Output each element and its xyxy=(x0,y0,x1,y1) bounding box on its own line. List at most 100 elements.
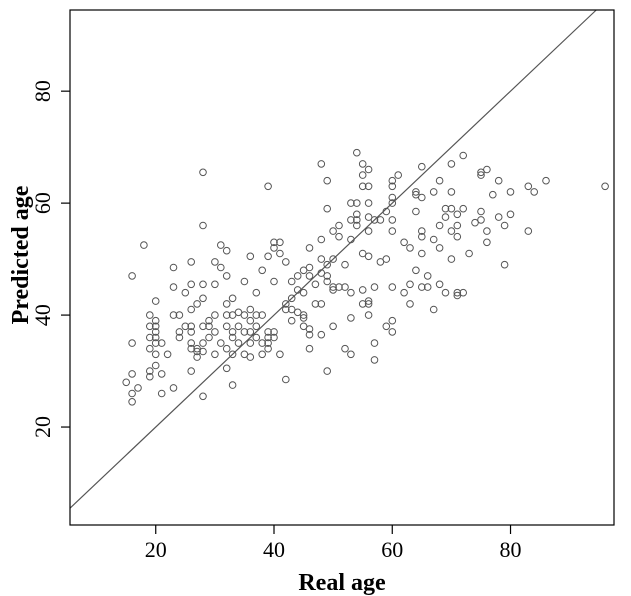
data-point xyxy=(228,350,237,359)
data-point xyxy=(252,322,261,331)
data-point xyxy=(205,316,213,325)
data-point xyxy=(447,227,456,235)
data-point xyxy=(151,333,160,342)
data-point xyxy=(347,235,355,244)
data-point xyxy=(506,210,515,219)
data-point xyxy=(524,182,533,191)
data-point xyxy=(252,311,261,319)
data-point xyxy=(169,311,178,319)
data-point xyxy=(234,322,243,331)
data-point xyxy=(453,288,462,297)
data-point xyxy=(471,218,479,227)
data-point xyxy=(211,350,219,359)
data-point xyxy=(353,148,361,157)
data-point xyxy=(317,330,326,339)
data-point xyxy=(199,221,207,230)
data-point xyxy=(270,328,278,336)
data-point xyxy=(329,286,337,294)
data-point xyxy=(222,246,231,255)
data-point xyxy=(459,151,468,160)
data-point xyxy=(358,286,367,294)
data-point xyxy=(211,280,219,289)
data-point xyxy=(287,294,296,303)
data-point xyxy=(187,367,195,375)
data-point xyxy=(264,328,272,336)
data-point xyxy=(370,356,379,364)
data-point xyxy=(364,227,373,235)
data-point xyxy=(240,277,249,286)
data-point xyxy=(187,322,195,331)
data-point xyxy=(353,216,361,224)
data-point xyxy=(122,378,130,387)
data-point xyxy=(364,182,373,191)
data-point xyxy=(323,272,332,280)
data-point xyxy=(187,305,195,314)
data-point xyxy=(151,322,160,331)
data-point xyxy=(477,168,485,177)
data-point xyxy=(146,344,154,353)
data-point xyxy=(151,316,160,325)
data-point xyxy=(364,199,373,207)
data-point xyxy=(317,255,326,263)
data-point xyxy=(500,221,509,230)
data-point xyxy=(412,207,420,216)
data-point xyxy=(222,364,231,373)
data-point xyxy=(205,322,213,331)
data-point xyxy=(483,238,491,247)
data-point xyxy=(293,272,302,280)
data-point xyxy=(364,165,373,174)
data-point xyxy=(293,308,302,317)
data-point xyxy=(305,244,314,252)
data-point xyxy=(181,288,190,297)
data-point xyxy=(447,204,456,213)
y-tick-label: 20 xyxy=(30,416,55,438)
data-point xyxy=(287,316,296,325)
data-point xyxy=(500,260,509,269)
data-point xyxy=(140,241,148,249)
data-point xyxy=(246,353,255,361)
data-point xyxy=(364,297,373,305)
data-point xyxy=(205,333,213,342)
data-point xyxy=(246,316,255,325)
data-point xyxy=(193,353,201,361)
data-point xyxy=(246,328,255,336)
data-point xyxy=(222,300,231,308)
data-point xyxy=(151,361,160,370)
data-point xyxy=(483,165,491,174)
data-point xyxy=(199,294,207,303)
data-point xyxy=(400,288,408,297)
data-point xyxy=(341,260,349,269)
data-point xyxy=(311,300,320,308)
data-point xyxy=(364,300,373,308)
data-point xyxy=(388,328,397,336)
data-point xyxy=(382,207,391,216)
data-point xyxy=(418,249,426,258)
data-point xyxy=(193,347,201,356)
data-point xyxy=(364,311,373,319)
data-point xyxy=(264,252,272,261)
data-point xyxy=(187,328,195,336)
data-point xyxy=(477,171,485,179)
y-tick-label: 60 xyxy=(30,192,55,214)
data-point xyxy=(305,263,314,272)
data-point xyxy=(323,367,332,375)
x-tick-label: 20 xyxy=(145,537,167,562)
data-point xyxy=(370,339,379,347)
data-point xyxy=(258,350,267,359)
data-point xyxy=(217,241,225,249)
data-point xyxy=(453,291,462,300)
data-point xyxy=(477,216,485,224)
data-point xyxy=(364,252,373,261)
data-point xyxy=(376,216,385,224)
data-point xyxy=(353,221,361,230)
data-point xyxy=(240,350,249,359)
data-point xyxy=(169,263,178,272)
data-point xyxy=(335,221,343,230)
data-point xyxy=(264,344,272,353)
data-point xyxy=(234,339,243,347)
data-point xyxy=(217,263,225,272)
data-point xyxy=(199,322,207,331)
data-point xyxy=(193,344,201,353)
data-point xyxy=(128,339,136,347)
data-point xyxy=(175,328,184,336)
